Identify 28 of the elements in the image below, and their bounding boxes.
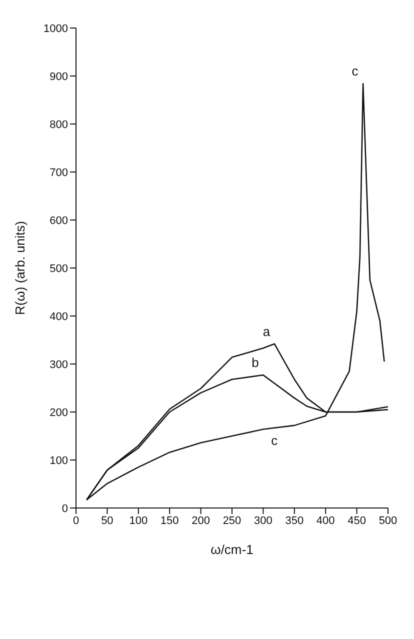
y-tick-label: 500 <box>50 262 68 275</box>
y-tick-label: 900 <box>50 70 68 83</box>
x-tick-label: 250 <box>222 514 242 527</box>
x-tick-label: 0 <box>72 514 80 527</box>
y-tick-label: 700 <box>50 166 68 179</box>
y-tick-label: 600 <box>50 214 68 227</box>
x-tick-label: 150 <box>160 514 179 527</box>
x-tick-label: 350 <box>285 514 304 527</box>
x-tick-label: 50 <box>101 514 114 527</box>
x-tick-label: 100 <box>129 514 148 527</box>
series-label: a <box>262 324 271 339</box>
x-tick-label: 200 <box>192 514 210 527</box>
y-axis-title: R(ω) (arb. units) <box>12 221 28 315</box>
y-tick-label: 400 <box>50 310 68 323</box>
y-tick-label: 0 <box>62 502 68 515</box>
x-tick-label: 500 <box>378 514 398 527</box>
x-tick-label: 300 <box>254 514 272 527</box>
x-tick-label: 400 <box>316 514 335 527</box>
y-tick-label: 300 <box>50 358 68 371</box>
x-tick-label: 450 <box>348 514 366 527</box>
y-tick-label: 200 <box>50 406 68 419</box>
y-tick-label: 800 <box>50 118 68 131</box>
y-tick-label: 1000 <box>44 22 68 35</box>
x-axis-title: ω/cm-1 <box>210 542 254 557</box>
series-label: c <box>352 64 359 79</box>
y-tick-label: 100 <box>50 454 68 467</box>
annotation: c <box>271 433 278 448</box>
series-label: b <box>252 355 259 370</box>
